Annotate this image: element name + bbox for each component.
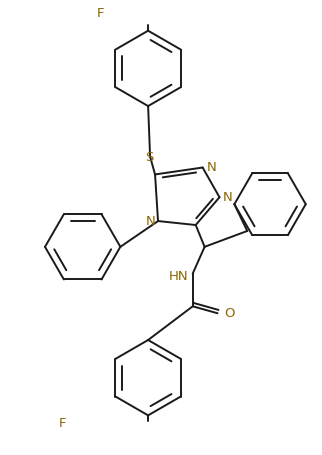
Text: F: F: [97, 7, 104, 20]
Text: HN: HN: [169, 269, 189, 283]
Text: N: N: [145, 214, 155, 227]
Text: O: O: [224, 306, 235, 319]
Text: N: N: [207, 161, 216, 174]
Text: F: F: [59, 416, 67, 429]
Text: N: N: [223, 190, 232, 203]
Text: S: S: [145, 151, 153, 164]
